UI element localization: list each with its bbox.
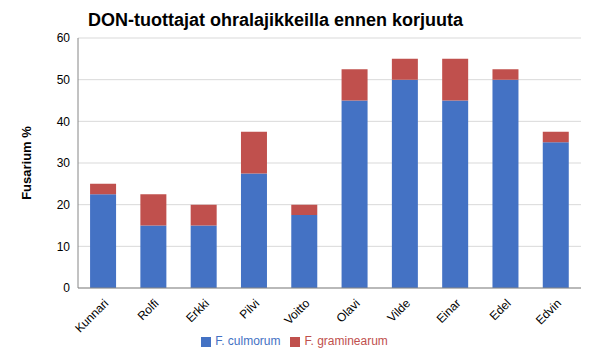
- svg-text:Einar: Einar: [434, 296, 464, 326]
- svg-text:60: 60: [57, 31, 71, 45]
- svg-text:Pilvi: Pilvi: [237, 296, 262, 321]
- svg-text:0: 0: [63, 281, 70, 295]
- svg-text:Edvin: Edvin: [533, 296, 564, 327]
- svg-text:Voitto: Voitto: [281, 296, 312, 327]
- svg-text:Rolfi: Rolfi: [135, 296, 162, 323]
- svg-text:Erkki: Erkki: [183, 296, 212, 325]
- svg-text:40: 40: [57, 115, 71, 129]
- html-text:DON-tuottajat ohralajikkeilla: DON-tuottajat ohralajikkeilla ennen korj…: [88, 10, 464, 30]
- svg-text:Vilde: Vilde: [384, 296, 413, 325]
- svg-text:Edel: Edel: [487, 296, 514, 323]
- svg-text:50: 50: [57, 73, 71, 87]
- svg-text:20: 20: [57, 198, 71, 212]
- svg-text:10: 10: [57, 240, 71, 254]
- html-text:F. culmorum: F. culmorum: [215, 334, 281, 348]
- svg-text:30: 30: [57, 156, 71, 170]
- svg-text:Kunnari: Kunnari: [72, 296, 111, 335]
- svg-text:Olavi: Olavi: [334, 296, 363, 325]
- html-text:F. graminearum: F. graminearum: [304, 334, 388, 348]
- svg-text:Fusarium %: Fusarium %: [19, 126, 34, 200]
